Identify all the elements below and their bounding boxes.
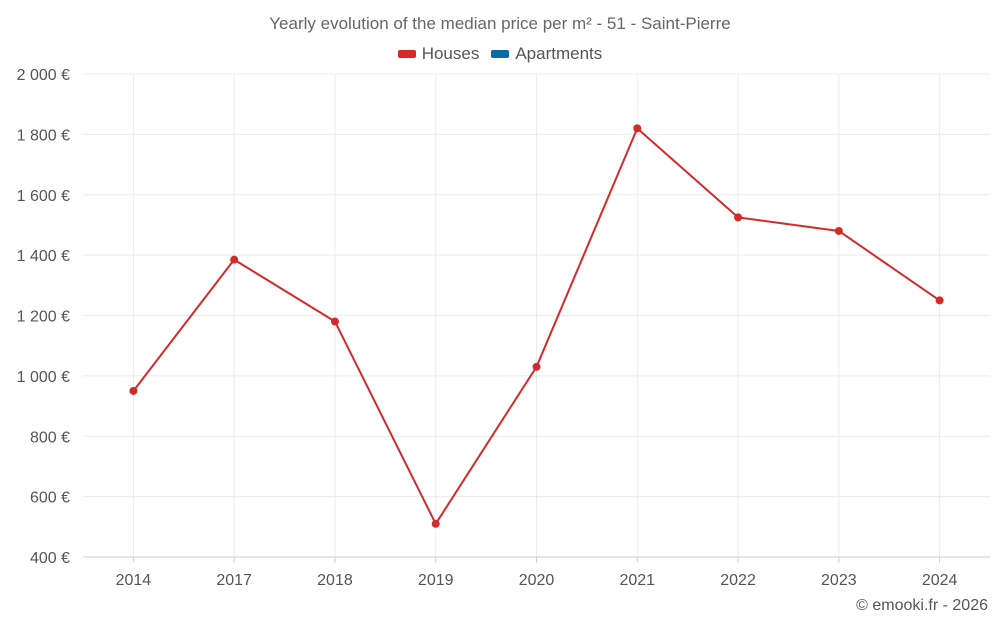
data-point xyxy=(734,213,743,222)
data-point xyxy=(330,317,339,326)
x-tick-label: 2020 xyxy=(519,572,555,589)
y-tick-label: 400 € xyxy=(30,550,70,567)
x-tick-label: 2014 xyxy=(116,572,152,589)
y-tick-label: 2 000 € xyxy=(17,67,70,84)
y-tick-label: 600 € xyxy=(30,490,70,507)
legend-swatch-houses xyxy=(397,50,416,58)
chart-title: Yearly evolution of the median price per… xyxy=(269,14,731,33)
legend-label-houses: Houses xyxy=(421,44,480,63)
data-point xyxy=(129,386,138,395)
legend-item-apartments[interactable]: Apartments xyxy=(491,44,602,64)
y-tick-label: 1 800 € xyxy=(17,127,70,144)
copyright-credit: © emooki.fr - 2026 xyxy=(856,597,988,614)
data-point xyxy=(633,124,642,133)
y-tick-label: 1 400 € xyxy=(17,248,70,265)
y-tick-label: 1 600 € xyxy=(17,188,70,205)
x-tick-label: 2023 xyxy=(821,572,857,589)
legend-label-apartments: Apartments xyxy=(515,44,603,63)
data-point xyxy=(230,255,239,264)
y-tick-label: 800 € xyxy=(30,429,70,446)
y-tick-label: 1 000 € xyxy=(17,369,70,386)
legend: Houses Apartments xyxy=(0,44,1000,64)
data-point xyxy=(532,362,541,371)
legend-item-houses[interactable]: Houses xyxy=(397,44,480,64)
x-tick-label: 2017 xyxy=(216,572,252,589)
data-point xyxy=(834,226,843,235)
x-tick-label: 2018 xyxy=(317,572,353,589)
y-tick-label: 1 200 € xyxy=(17,309,70,326)
x-tick-label: 2021 xyxy=(619,572,655,589)
data-point xyxy=(431,519,440,528)
data-point xyxy=(935,296,944,305)
x-tick-label: 2024 xyxy=(922,572,958,589)
x-tick-label: 2022 xyxy=(720,572,756,589)
legend-swatch-apartments xyxy=(491,50,510,58)
x-tick-label: 2019 xyxy=(418,572,454,589)
